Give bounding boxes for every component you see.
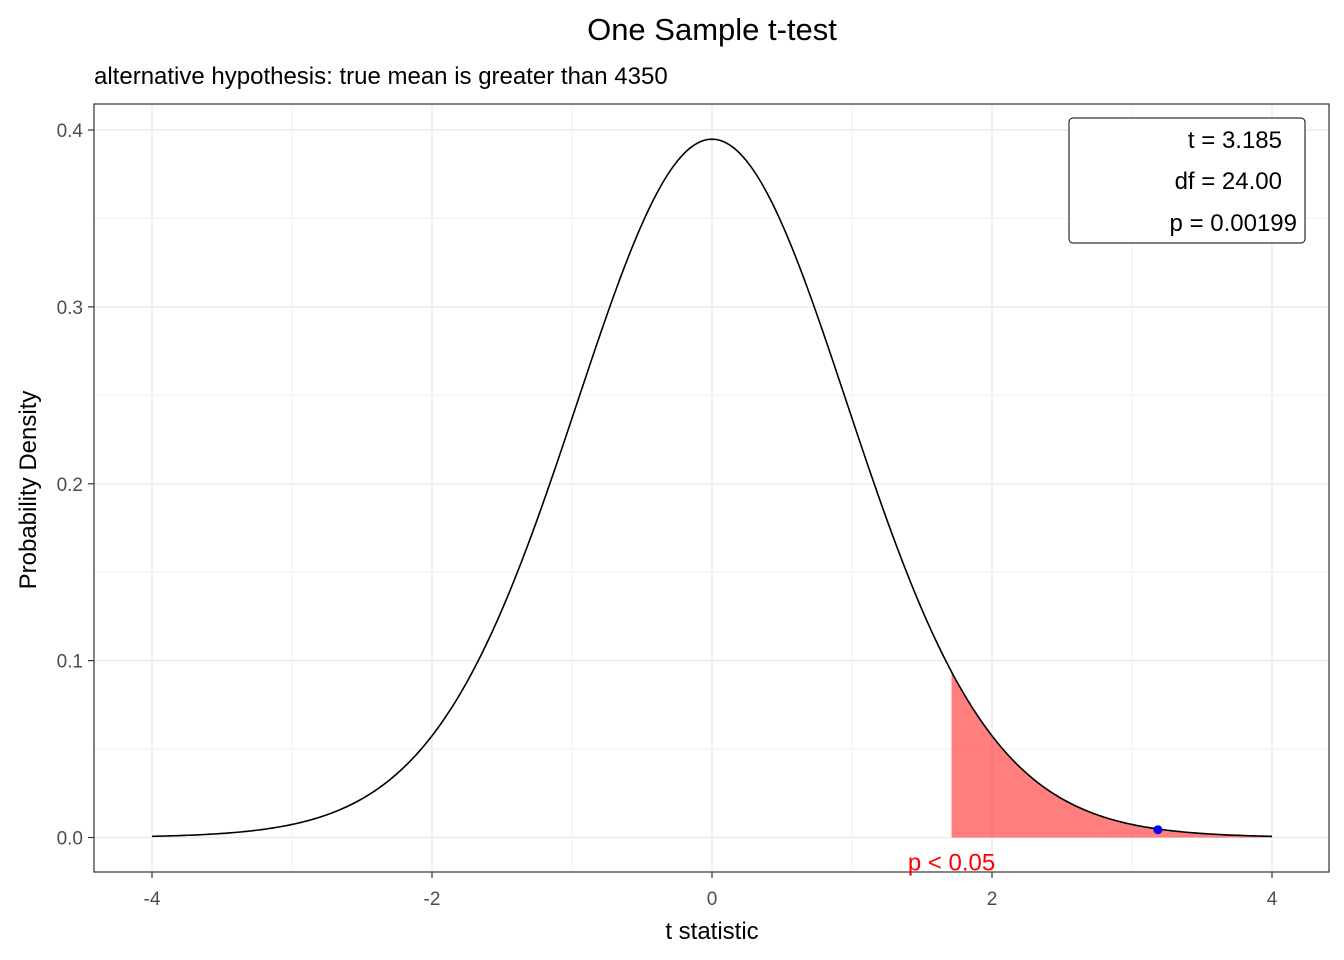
x-tick-label: 0: [707, 889, 718, 910]
stat-t-value: t = 3.185: [1188, 127, 1282, 154]
chart-title: One Sample t-test: [587, 12, 837, 47]
x-axis-ticks: -4 -2 0 2 4: [144, 872, 1278, 910]
x-tick-label: -4: [144, 889, 161, 910]
y-tick-label: 0.1: [57, 652, 83, 673]
y-axis-title: Probability Density: [15, 391, 42, 590]
stats-box-frame: [1068, 117, 1306, 244]
p-value-threshold-label: p < 0.05: [908, 850, 995, 877]
y-tick-label: 0.3: [57, 298, 83, 319]
y-tick-label: 0.4: [57, 121, 84, 142]
stat-df-value: df = 24.00: [1175, 168, 1282, 195]
density-curve: [151, 138, 1273, 838]
y-tick-label: 0.0: [57, 829, 83, 850]
observed-t-point: [1153, 825, 1163, 835]
stat-p-value: p = 0.00199: [1170, 210, 1297, 237]
x-tick-label: -2: [424, 889, 441, 910]
rejection-region: [951, 671, 1272, 838]
x-tick-label: 2: [987, 889, 998, 910]
observed-point-layer: [1153, 825, 1163, 835]
x-tick-label: 4: [1267, 889, 1278, 910]
chart-subtitle: alternative hypothesis: true mean is gre…: [94, 63, 668, 90]
stats-box: t = 3.185 df = 24.00 p = 0.00199: [1068, 117, 1306, 244]
density-curve-layer: [151, 138, 1273, 838]
x-axis-title: t statistic: [665, 918, 758, 945]
y-tick-label: 0.2: [57, 475, 83, 496]
y-axis-ticks: 0.0 0.1 0.2 0.3 0.4: [57, 121, 94, 850]
shaded-rejection-area: [951, 671, 1272, 838]
